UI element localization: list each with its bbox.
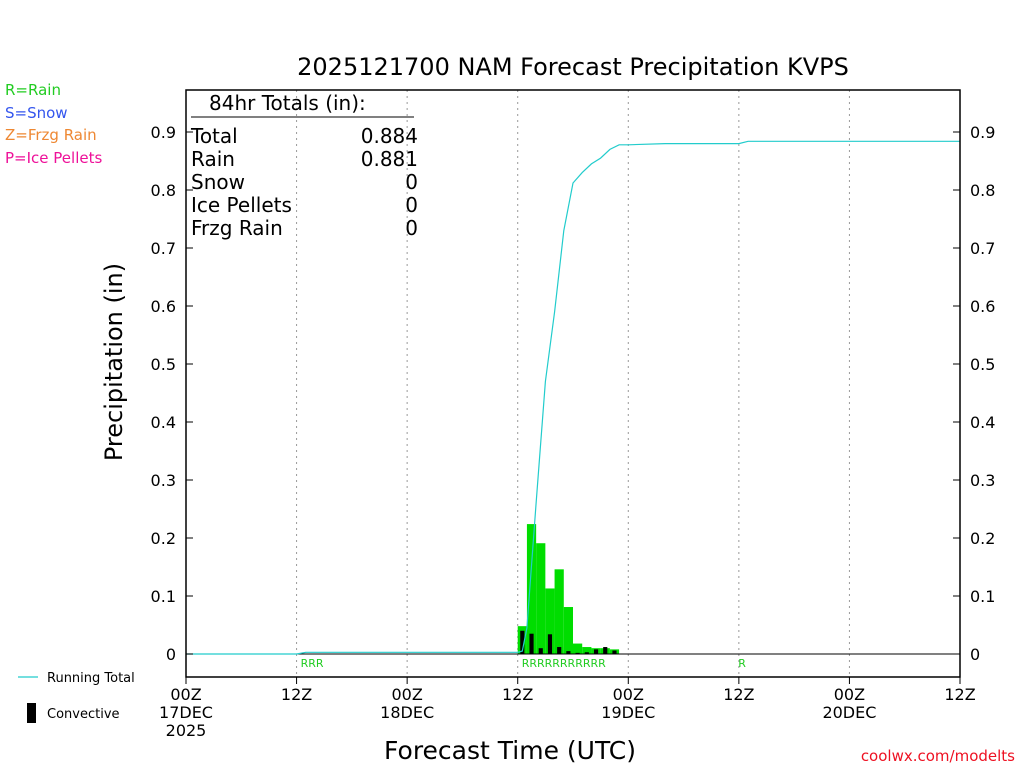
convective-bar-39 [538, 648, 543, 654]
convective-bar-46 [603, 647, 608, 654]
running-total-legend-label: Running Total [47, 671, 135, 686]
totals-label-snow: Snow [191, 170, 245, 194]
totals-label-rain: Rain [191, 147, 235, 171]
x-tick-label-36-0: 12Z [502, 685, 533, 704]
convective-bar-47 [612, 650, 617, 654]
x-tick-label-24-0: 00Z [391, 685, 422, 704]
precip-type-label-1: RRRRRRRRRRR [522, 657, 606, 670]
precip-type-labels: RRR RRRRRRRRRRR R [301, 657, 747, 670]
legend-freezing-rain-label: Z=Frzg Rain [5, 126, 97, 144]
rain-bar-41 [554, 569, 564, 654]
convective-bar-42 [566, 651, 571, 654]
totals-value-freezing-rain: 0 [405, 216, 418, 240]
totals-header: 84hr Totals (in): [209, 91, 366, 115]
rain-bar-38 [526, 524, 537, 654]
convective-bar-44 [584, 652, 589, 654]
y-tick-label-left-6: 0.6 [151, 297, 176, 316]
y-tick-label-left-8: 0.8 [151, 181, 176, 200]
x-tick-label-24-1: 18DEC [380, 703, 434, 722]
totals-value-ice-pellets: 0 [405, 193, 418, 217]
rain-bar-40 [545, 588, 555, 654]
y-tick-label-left-7: 0.7 [151, 239, 176, 258]
convective-bar-37 [520, 630, 525, 654]
totals-label-total: Total [190, 124, 238, 148]
totals-value-rain: 0.881 [361, 147, 418, 171]
convective-bar-40 [547, 634, 553, 654]
x-axis-title: Forecast Time (UTC) [384, 736, 636, 765]
y-tick-label-right-9: 0.9 [970, 123, 995, 142]
plot-frame [185, 89, 961, 678]
convective-bar-45 [593, 649, 599, 654]
series-legend: Running Total Convective [18, 671, 135, 723]
y-axis-title: Precipitation (in) [100, 263, 128, 461]
x-tick-label-0-0: 00Z [170, 685, 201, 704]
grid-lines [296, 90, 850, 677]
rain-bar-39 [536, 543, 546, 654]
rain-bar-43 [573, 643, 583, 654]
convective-legend-label: Convective [47, 707, 120, 722]
y-tick-label-left-9: 0.9 [151, 123, 176, 142]
precip-type-label-2: R [738, 657, 746, 670]
y-tick-label-left-1: 0.1 [151, 587, 176, 606]
convective-bar-38 [529, 633, 534, 654]
y-tick-label-right-2: 0.2 [970, 529, 995, 548]
x-tick-label-12-0: 12Z [281, 685, 312, 704]
convective-bar-43 [575, 652, 580, 654]
y-tick-label-right-6: 0.6 [970, 297, 995, 316]
legend-snow-label: S=Snow [5, 103, 68, 122]
y-tick-label-left-5: 0.5 [151, 355, 176, 374]
y-tick-label-left-4: 0.4 [151, 413, 176, 432]
convective-bar-41 [557, 647, 562, 654]
rain-bar-42 [563, 607, 573, 654]
x-tick-label-84-0: 12Z [944, 685, 975, 704]
legend-ice-pellets-label: P=Ice Pellets [5, 148, 103, 167]
y-tick-label-left-3: 0.3 [151, 471, 176, 490]
totals-label-freezing-rain: Frzg Rain [191, 216, 283, 240]
x-tick-label-60-0: 12Z [723, 685, 754, 704]
legend-rain-label: R=Rain [5, 81, 61, 99]
credit-text: coolwx.com/modelts [861, 747, 1015, 765]
y-tick-label-right-8: 0.8 [970, 181, 995, 200]
y-tick-label-right-4: 0.4 [970, 413, 995, 432]
x-tick-label-48-0: 00Z [613, 685, 644, 704]
rain-bar-44 [582, 647, 592, 654]
convective-bars [520, 630, 617, 654]
x-tick-label-72-1: 20DEC [822, 703, 876, 722]
x-tick-label-0-2: 2025 [166, 721, 207, 740]
precip-type-label-0: RRR [301, 657, 324, 670]
y-tick-label-right-1: 0.1 [970, 587, 995, 606]
y-tick-label-right-5: 0.5 [970, 355, 995, 374]
chart-title: 2025121700 NAM Forecast Precipitation KV… [297, 53, 849, 81]
totals-value-total: 0.884 [361, 124, 418, 148]
totals-label-ice-pellets: Ice Pellets [191, 193, 292, 217]
y-tick-label-right-3: 0.3 [970, 471, 995, 490]
y-axis-ticks: 0 00.1 0.10.2 0.20.3 0.30.4 0.40.5 0.50.6 0.60.… [151, 123, 996, 664]
y-tick-label-left-2: 0.2 [151, 529, 176, 548]
x-tick-label-48-1: 19DEC [601, 703, 655, 722]
running-total-line [186, 140, 960, 655]
y-tick-label-left-0: 0 [166, 645, 176, 664]
y-tick-label-right-0: 0 [970, 645, 980, 664]
x-tick-label-72-0: 00Z [834, 685, 865, 704]
convective-legend-swatch [27, 703, 36, 723]
totals-box: 84hr Totals (in): Total 0.884 Rain 0.881… [190, 91, 418, 240]
y-tick-label-right-7: 0.7 [970, 239, 995, 258]
x-tick-label-0-1: 17DEC [159, 703, 213, 722]
totals-value-snow: 0 [405, 170, 418, 194]
